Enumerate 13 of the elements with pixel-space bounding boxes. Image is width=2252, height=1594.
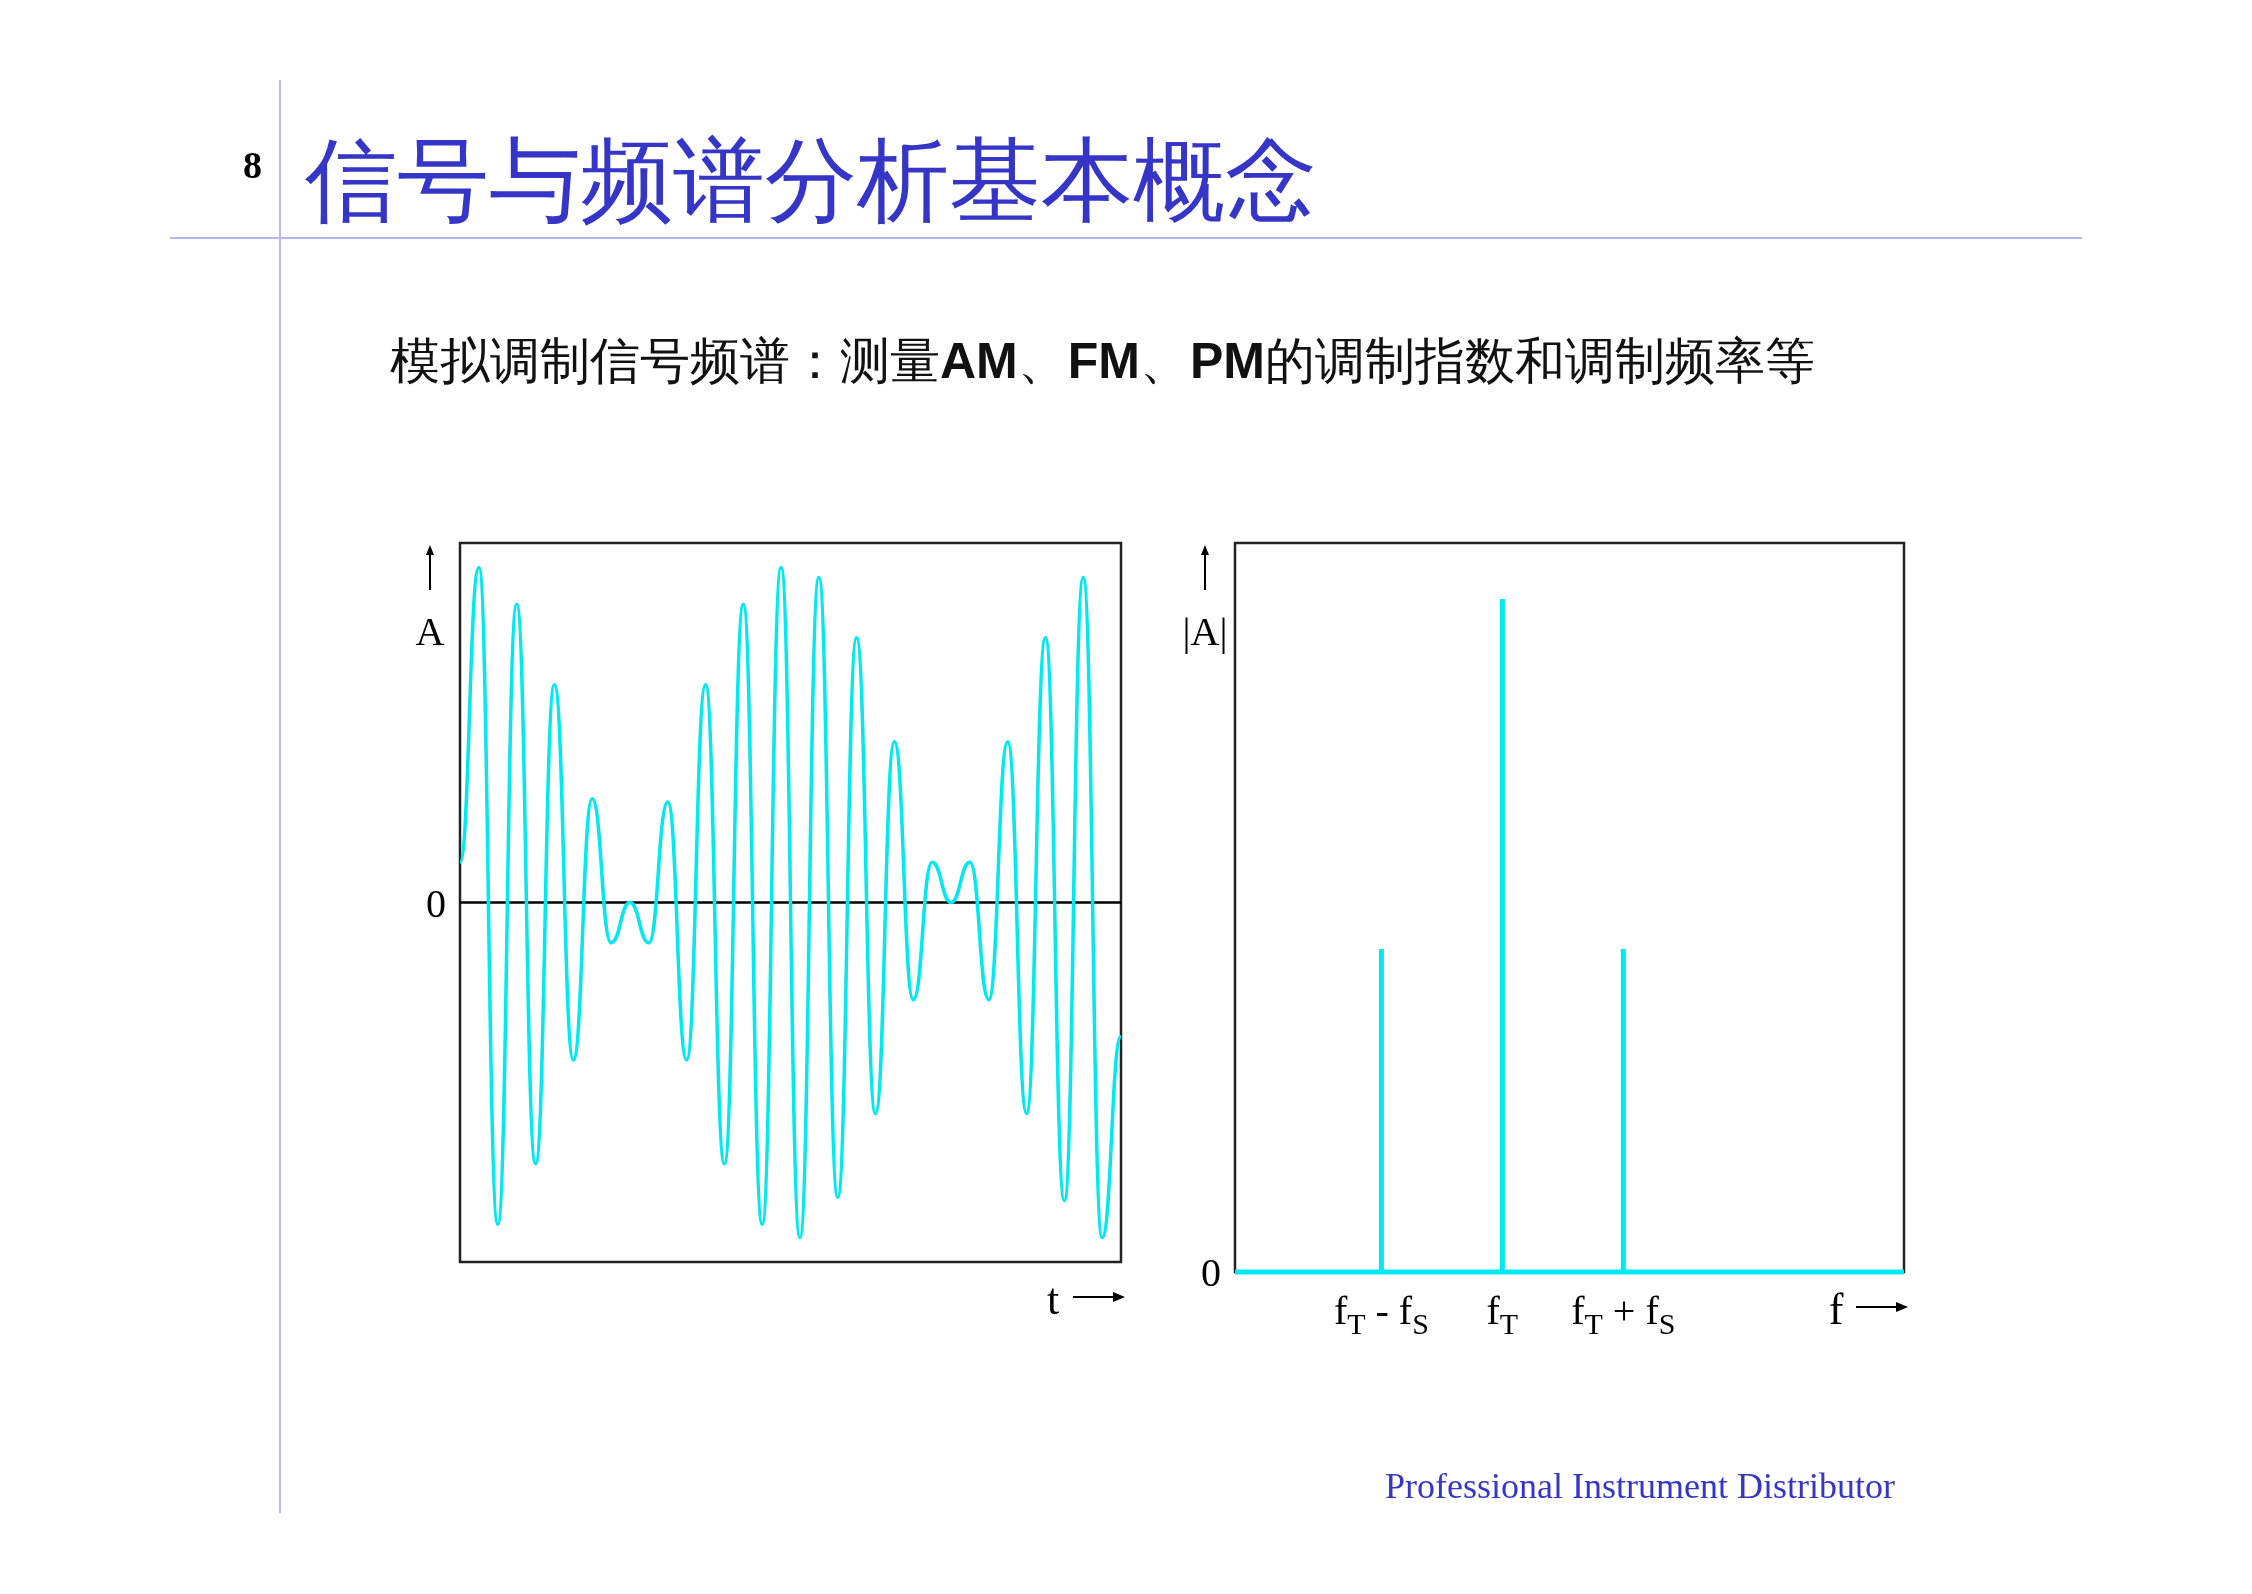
x-axis-title: f xyxy=(1828,1285,1844,1334)
text: Professional Instrument Distributor xyxy=(1385,1466,1895,1506)
y-axis-title: |A| xyxy=(1182,609,1228,654)
chart-subtitle: 模拟调制信号频谱：测量AM、FM、PM的调制指数和调制频率等 xyxy=(390,332,1815,390)
y-axis-title: A xyxy=(415,609,445,654)
x-axis-title: t xyxy=(1046,1275,1060,1324)
x-tick-label: f$_{T}$ xyxy=(1486,1288,1519,1340)
x-tick-label: f$_{T}$ - f$_{S}$ xyxy=(1333,1288,1429,1340)
text: 0 xyxy=(1201,1250,1221,1295)
chart-title: 信号与频谱分析基本概念 xyxy=(305,127,1317,234)
x-tick-label: f$_{T}$ + f$_{S}$ xyxy=(1571,1288,1676,1340)
text: 8 xyxy=(243,144,262,186)
text: 0 xyxy=(426,880,446,926)
